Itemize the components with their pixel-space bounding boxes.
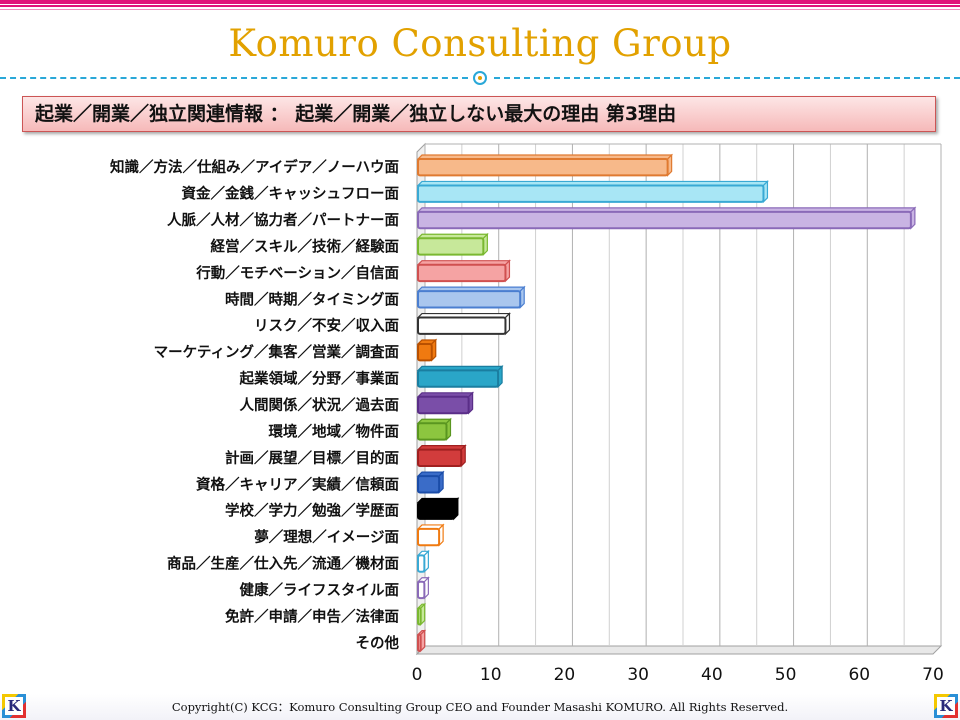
category-label: 免許／申請／申告／法律面 bbox=[225, 607, 399, 625]
bar-front bbox=[417, 237, 485, 256]
bar-18 bbox=[416, 602, 427, 627]
bar-chart: 知識／方法／仕組み／アイデア／ノーハウ面資金／金銭／キャッシュフロー面人脈／人材… bbox=[110, 142, 944, 685]
category-label: 資金／金銭／キャッシュフロー面 bbox=[182, 185, 400, 203]
plot-floor bbox=[415, 645, 943, 655]
bar-front bbox=[417, 448, 463, 468]
bar-2 bbox=[416, 179, 769, 204]
tick-label: 40 bbox=[701, 665, 723, 685]
bar-17 bbox=[416, 576, 430, 600]
category-label: 夢／理想／イメージ面 bbox=[254, 528, 399, 546]
category-label: マーケティング／集客／営業／調査面 bbox=[154, 343, 399, 361]
divider-left bbox=[0, 77, 468, 79]
bar-19 bbox=[416, 629, 427, 653]
top-band bbox=[0, 0, 960, 4]
category-label: 学校／学力／勉強／学歴面 bbox=[225, 502, 399, 520]
bar-4 bbox=[416, 232, 489, 257]
subtitle-banner: 起業／開業／独立関連情報 ： 起業／開業／独立しない最大の理由 第3理由 bbox=[22, 96, 936, 132]
bar-front bbox=[417, 395, 470, 415]
category-label: 時間／時期／タイミング面 bbox=[225, 290, 399, 308]
bar-7 bbox=[416, 312, 511, 336]
category-label: 知識／方法／仕組み／アイデア／ノーハウ面 bbox=[110, 158, 399, 176]
bar-13 bbox=[416, 470, 445, 494]
bar-front bbox=[417, 475, 441, 494]
bar-front bbox=[417, 369, 500, 388]
bar-front bbox=[417, 342, 433, 362]
category-label: 計画／展望／目標／目的面 bbox=[225, 449, 399, 467]
category-label: 商品／生産／仕入先／流通／機材面 bbox=[167, 555, 399, 573]
bar-front bbox=[417, 184, 765, 203]
top-band-thin bbox=[0, 5, 960, 7]
bar-front bbox=[417, 607, 422, 626]
plot-area bbox=[417, 144, 941, 654]
footer-bar bbox=[0, 694, 960, 720]
category-label: 行動／モチベーション／自信面 bbox=[195, 264, 399, 282]
tick-label: 0 bbox=[412, 665, 423, 685]
bar-15 bbox=[416, 523, 445, 547]
category-label: 健康／ライフスタイル面 bbox=[240, 581, 400, 599]
bar-front bbox=[417, 263, 507, 283]
bar-front bbox=[417, 633, 422, 652]
bar-front bbox=[417, 158, 669, 177]
bar-5 bbox=[416, 259, 511, 283]
bar-9 bbox=[416, 364, 504, 389]
category-label: 人脈／人材／協力者／パートナー面 bbox=[167, 211, 399, 229]
tick-label: 60 bbox=[848, 665, 870, 685]
bar-8 bbox=[416, 338, 438, 362]
bar-front bbox=[417, 554, 426, 573]
bar-front bbox=[417, 316, 507, 335]
k-logo-left-icon: K bbox=[2, 694, 26, 718]
bar-11 bbox=[416, 417, 452, 442]
tick-label: 30 bbox=[627, 665, 649, 685]
brand-title: Komuro Consulting Group bbox=[228, 22, 732, 65]
copyright-text: Copyright(C) KCG：Komuro Consulting Group… bbox=[171, 700, 789, 714]
bar-10 bbox=[416, 391, 475, 415]
tick-label: 10 bbox=[480, 665, 502, 685]
tick-label: 20 bbox=[554, 665, 576, 685]
category-label: 環境／地域／物件面 bbox=[269, 422, 400, 440]
top-band-hairline bbox=[0, 9, 960, 10]
category-label: リスク／不安／収入面 bbox=[254, 317, 399, 335]
bar-12 bbox=[416, 444, 467, 468]
bar-front bbox=[417, 210, 912, 230]
divider-right bbox=[494, 77, 960, 79]
bar-6 bbox=[416, 285, 526, 309]
bar-front bbox=[417, 527, 441, 547]
bar-3 bbox=[416, 206, 917, 230]
bar-front bbox=[417, 422, 448, 441]
divider-ornament-icon bbox=[473, 71, 487, 85]
tick-label: 70 bbox=[922, 665, 944, 685]
tick-label: 50 bbox=[775, 665, 797, 685]
bar-16 bbox=[416, 549, 430, 574]
bar-front bbox=[417, 501, 455, 520]
category-label: 起業領域／分野／事業面 bbox=[239, 370, 400, 388]
bar-14 bbox=[416, 497, 460, 521]
category-label: その他 bbox=[356, 634, 400, 652]
k-logo-right-icon: K bbox=[934, 694, 958, 718]
category-label: 経営／スキル／技術／経験面 bbox=[211, 237, 400, 255]
category-label: 資格／キャリア／実績／信頼面 bbox=[196, 475, 399, 493]
bar-1 bbox=[416, 153, 674, 177]
category-label: 人間関係／状況／過去面 bbox=[240, 396, 400, 414]
bar-front bbox=[417, 290, 522, 309]
bar-front bbox=[417, 580, 426, 600]
